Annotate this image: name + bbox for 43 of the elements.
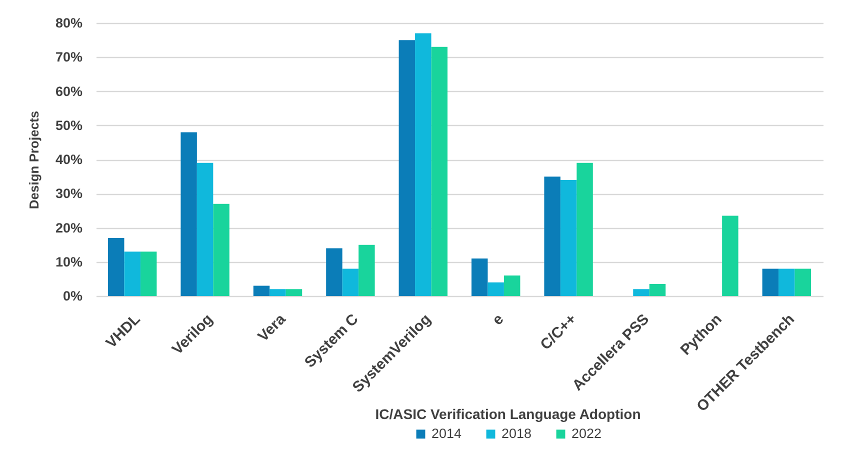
bar <box>576 162 593 296</box>
bar <box>778 268 795 296</box>
y-tick-label: 0% <box>62 288 82 304</box>
bar <box>140 252 157 296</box>
bar <box>488 282 504 296</box>
bar <box>326 248 342 296</box>
legend-label: 2022 <box>572 426 602 442</box>
bar <box>253 286 270 296</box>
bar <box>270 289 286 296</box>
y-tick-label: 70% <box>55 50 82 65</box>
bar <box>180 132 197 296</box>
y-tick-label: 10% <box>55 254 82 270</box>
bar <box>544 176 560 296</box>
bar <box>722 216 738 296</box>
bar <box>504 276 520 296</box>
y-axis-title: Design Projects <box>26 110 42 210</box>
bar <box>342 268 359 296</box>
legend-label: 2018 <box>502 426 532 442</box>
bar <box>286 289 302 296</box>
bar <box>358 244 375 296</box>
bar <box>108 238 124 296</box>
bar <box>649 284 666 296</box>
bar <box>431 46 448 296</box>
y-tick-label: 20% <box>55 220 82 236</box>
y-tick-label: 30% <box>55 186 82 202</box>
x-tick-label: Vera <box>254 310 290 346</box>
y-tick-label: 60% <box>55 84 82 99</box>
bar <box>398 40 416 296</box>
bar <box>471 258 488 296</box>
bar <box>124 252 140 296</box>
bar <box>762 268 779 296</box>
bar <box>560 180 577 296</box>
bar <box>213 204 230 296</box>
bar <box>196 162 214 296</box>
y-tick-label: 80% <box>55 16 82 30</box>
bar <box>794 268 812 296</box>
bar <box>633 289 650 296</box>
y-tick-label: 50% <box>55 118 82 133</box>
legend-title: IC/ASIC Verification Language Adoption <box>375 406 641 422</box>
bar <box>415 33 432 296</box>
x-tick-label: e <box>489 310 508 329</box>
y-tick-label: 40% <box>55 152 82 167</box>
legend-label: 2014 <box>432 426 462 442</box>
